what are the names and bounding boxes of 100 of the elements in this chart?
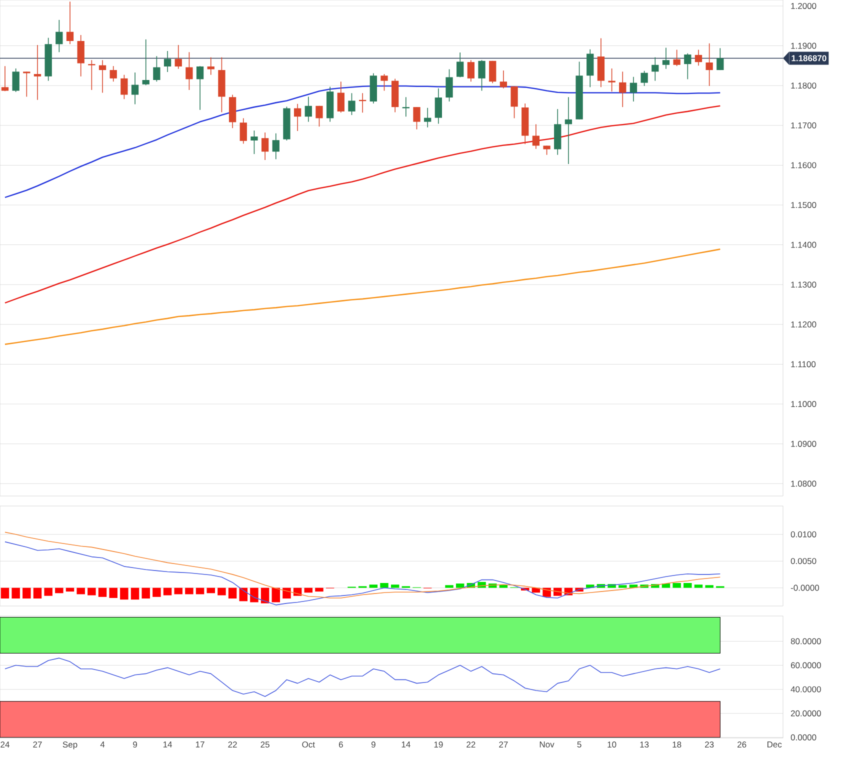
candlestick xyxy=(120,74,128,100)
y-tick-label: 1.0800 xyxy=(791,480,816,487)
candlestick xyxy=(684,52,692,80)
x-tick-label: Nov xyxy=(540,742,554,748)
candlestick xyxy=(110,66,117,82)
candlestick xyxy=(673,49,680,66)
candlestick xyxy=(23,71,30,98)
y-tick-label: 1.0900 xyxy=(791,440,816,447)
candlestick xyxy=(153,56,160,82)
candlestick xyxy=(424,107,432,128)
candlestick xyxy=(294,103,302,132)
candlestick xyxy=(446,68,453,102)
y-tick-label: 80.0000 xyxy=(790,638,821,644)
y-tick-label: 20.0000 xyxy=(790,710,821,716)
y-tick-label: 1.1300 xyxy=(791,282,816,288)
x-tick-label: 4 xyxy=(100,742,105,748)
x-tick-label: 9 xyxy=(371,742,376,748)
x-tick-label: 14 xyxy=(163,742,172,748)
candlestick xyxy=(131,72,139,105)
y-tick-label: 1.1600 xyxy=(791,162,816,168)
y-tick-label: 0.0000 xyxy=(790,734,816,740)
candlestick xyxy=(532,124,540,150)
candlestick xyxy=(413,106,420,130)
candlestick xyxy=(196,66,204,110)
candlestick xyxy=(543,145,550,156)
candlestick xyxy=(207,56,214,76)
candlestick xyxy=(652,56,659,82)
x-tick-label: 19 xyxy=(434,742,443,748)
candlestick xyxy=(56,19,63,53)
y-tick-label: 1.1700 xyxy=(791,122,816,128)
x-tick-label: Oct xyxy=(302,742,315,748)
candlestick xyxy=(348,92,356,116)
candlestick xyxy=(34,44,42,100)
y-tick-label: 1.1000 xyxy=(791,401,816,408)
x-tick-label: Dec xyxy=(767,742,782,748)
candlestick xyxy=(564,96,572,164)
candlestick xyxy=(434,88,442,124)
x-tick-label: 22 xyxy=(466,742,476,748)
x-tick-label: 26 xyxy=(738,742,746,748)
candlestick xyxy=(98,60,106,94)
y-tick-label: 1.1900 xyxy=(791,42,816,49)
y-tick-label: 0.0050 xyxy=(790,558,816,564)
candlestick xyxy=(608,68,616,92)
y-tick-label: 1.1100 xyxy=(791,361,816,368)
candlestick xyxy=(478,60,486,92)
candlestick xyxy=(716,48,724,70)
y-tick-label: 40.0000 xyxy=(790,686,821,692)
x-tick-label: 13 xyxy=(640,742,649,748)
x-tick-label: 27 xyxy=(499,742,508,748)
candlestick xyxy=(66,1,74,45)
y-tick-label: 1.1800 xyxy=(791,82,816,89)
candlestick xyxy=(261,132,269,160)
candlestick xyxy=(164,50,172,72)
y-tick-label: 1.1500 xyxy=(791,202,816,208)
candlestick xyxy=(402,96,410,118)
candlestick xyxy=(489,60,496,84)
x-tick-label: 23 xyxy=(705,742,714,748)
candlestick xyxy=(142,39,150,86)
candlestick xyxy=(467,60,475,82)
x-tick-label: 6 xyxy=(338,742,343,748)
candlestick xyxy=(630,76,638,102)
x-tick-label: Sep xyxy=(62,742,78,750)
x-tick-label: 25 xyxy=(260,742,270,748)
candlestick xyxy=(88,60,96,90)
candlestick xyxy=(694,49,702,66)
x-tick-label: 9 xyxy=(133,742,137,748)
y-tick-label: 1.1200 xyxy=(791,321,816,328)
x-tick-label: 10 xyxy=(608,742,616,748)
x-tick-label: 24 xyxy=(0,742,10,748)
candlestick xyxy=(186,52,193,90)
x-tick-label: 27 xyxy=(33,742,42,748)
candlestick xyxy=(174,44,182,70)
x-tick-label: 14 xyxy=(402,742,410,748)
candlestick xyxy=(662,47,670,70)
candlestick xyxy=(640,70,648,86)
candlestick xyxy=(272,132,280,160)
candlestick xyxy=(706,42,713,86)
y-tick-label: 1.1400 xyxy=(791,242,816,248)
y-tick-label: 0.0100 xyxy=(790,531,816,538)
candlestick xyxy=(316,105,323,127)
y-tick-label: 60.0000 xyxy=(790,662,821,668)
candlestick xyxy=(619,71,626,108)
ref-line-label: 1.186870 xyxy=(792,55,826,62)
candlestick xyxy=(337,81,344,114)
x-tick-label: 17 xyxy=(196,742,204,748)
x-tick-label: 18 xyxy=(672,742,682,748)
y-tick-label: 1.2000 xyxy=(791,2,816,9)
candlestick xyxy=(380,74,388,92)
candlestick xyxy=(500,70,508,89)
candlestick xyxy=(304,96,312,122)
candlestick xyxy=(77,34,84,77)
candlestick xyxy=(240,118,247,144)
candlestick xyxy=(586,48,594,88)
candlestick xyxy=(1,66,9,92)
candlestick xyxy=(250,130,258,154)
candlestick xyxy=(456,52,464,78)
y-tick-label: -0.0000 xyxy=(790,584,820,591)
candlestick xyxy=(12,68,20,92)
x-tick-label: 5 xyxy=(577,742,582,748)
candlestick xyxy=(510,86,518,119)
